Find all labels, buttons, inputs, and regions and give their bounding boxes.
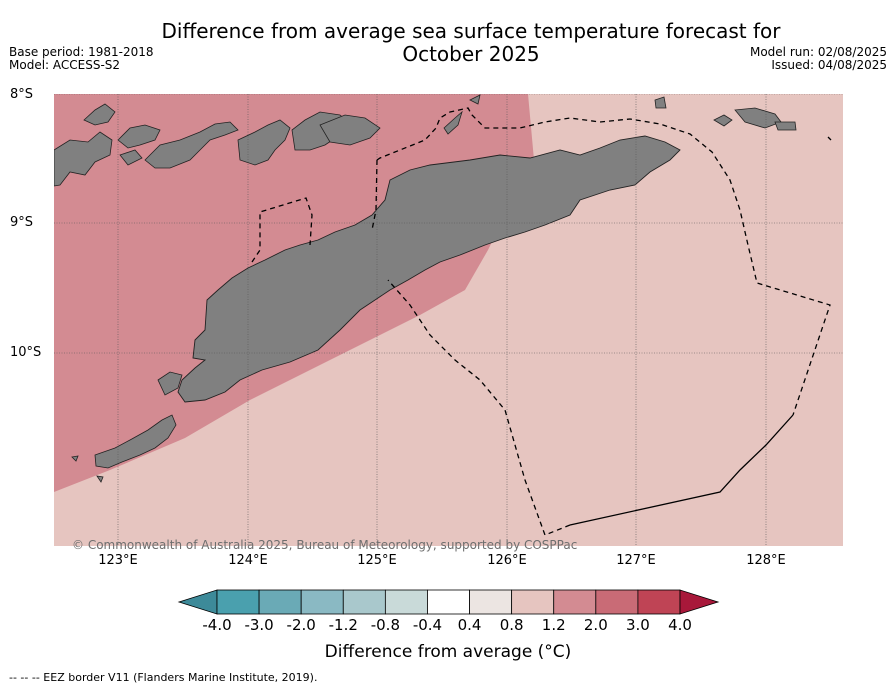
issued-date: Issued: 04/08/2025 <box>771 58 887 72</box>
lon-label-123e: 123°E <box>98 553 138 568</box>
meta-left: Base period: 1981-2018 Model: ACCESS-S2 <box>9 46 154 72</box>
colorbar-segment <box>300 589 344 615</box>
colorbar-segment <box>342 589 386 615</box>
lon-label-128e: 128°E <box>746 553 786 568</box>
lon-label-124e: 124°E <box>228 553 268 568</box>
colorbar-tick-label: -3.0 <box>244 616 274 634</box>
southwest-islands <box>71 371 183 483</box>
island-small-3 <box>119 149 143 166</box>
colorbar-tick-label: 0.8 <box>499 616 524 634</box>
colorbar-segment <box>595 589 639 615</box>
colorbar-segment <box>511 589 555 615</box>
graticule <box>54 94 843 546</box>
northern-islands <box>54 94 797 187</box>
lat-label-8s: 8°S <box>10 87 34 102</box>
island-small-7 <box>713 114 733 127</box>
colorbar-tick-label: 4.0 <box>668 616 692 634</box>
colorbar-segment <box>384 589 428 615</box>
island-small-5 <box>654 96 667 109</box>
island-small-4 <box>469 94 481 105</box>
eez-border-west-link <box>371 159 378 231</box>
eez-border-tick <box>827 136 832 141</box>
colorbar-segment <box>637 589 681 615</box>
lon-label-127e: 127°E <box>616 553 656 568</box>
lon-label-126e: 126°E <box>487 553 527 568</box>
island-atauro <box>443 110 463 135</box>
island-ndana <box>71 455 79 462</box>
island-alor <box>144 121 239 169</box>
colorbar-tick-label: 1.2 <box>541 616 566 634</box>
colorbar-arrow-high <box>679 589 720 615</box>
eez-border-oecusse <box>251 197 313 263</box>
base-period: Base period: 1981-2018 <box>9 45 154 59</box>
island-small-6 <box>774 121 797 131</box>
colorbar-tick-label: -0.8 <box>370 616 400 634</box>
colorbar-segment <box>427 589 470 615</box>
map-area <box>54 94 843 546</box>
colorbar-tick-label: 0.4 <box>457 616 482 634</box>
colorbar <box>177 589 720 615</box>
eez-borders <box>251 107 832 536</box>
colorbar-tick-label: 2.0 <box>583 616 608 634</box>
colorbar-segment <box>553 589 597 615</box>
island-small-8 <box>96 475 104 483</box>
model-run: Model run: 02/08/2025 <box>749 45 887 59</box>
colorbar-segment <box>469 589 513 615</box>
island-wetar <box>319 114 381 146</box>
title-line-1: Difference from average sea surface temp… <box>161 19 781 43</box>
colorbar-tick-label: -2.0 <box>286 616 316 634</box>
title-line-2: October 2025 <box>402 42 540 66</box>
eez-border-north <box>376 107 831 416</box>
colorbar-segment <box>216 589 260 615</box>
meta-right: Model run: 02/08/2025 Issued: 04/08/2025 <box>750 46 887 72</box>
island-semau <box>157 371 183 396</box>
colorbar-tick-label: -1.2 <box>328 616 358 634</box>
island-small-2 <box>117 124 161 149</box>
colorbar-tick-label: -4.0 <box>202 616 232 634</box>
colorbar-tick-label: 3.0 <box>625 616 650 634</box>
lat-label-10s: 10°S <box>10 345 42 360</box>
island-rote <box>94 414 177 469</box>
island-small-1 <box>83 103 116 126</box>
lat-label-9s: 9°S <box>10 215 34 230</box>
colorbar-label: Difference from average (°C) <box>324 642 572 662</box>
lon-label-125e: 125°E <box>357 553 397 568</box>
eez-legend-note: -- -- -- EEZ border V11 (Flanders Marine… <box>9 671 318 684</box>
model-name: Model: ACCESS-S2 <box>9 58 121 72</box>
colorbar-segment <box>258 589 302 615</box>
eez-border-southeast <box>569 414 794 526</box>
chart-title: Difference from average sea surface temp… <box>120 20 822 66</box>
island-timor <box>177 135 681 403</box>
eez-border-south <box>387 279 571 536</box>
colorbar-arrow-low <box>177 589 218 615</box>
copyright-notice: © Commonwealth of Australia 2025, Bureau… <box>72 538 578 552</box>
island-pantar <box>237 119 291 166</box>
island-flores <box>54 131 113 187</box>
colorbar-tick-label: -0.4 <box>412 616 443 634</box>
